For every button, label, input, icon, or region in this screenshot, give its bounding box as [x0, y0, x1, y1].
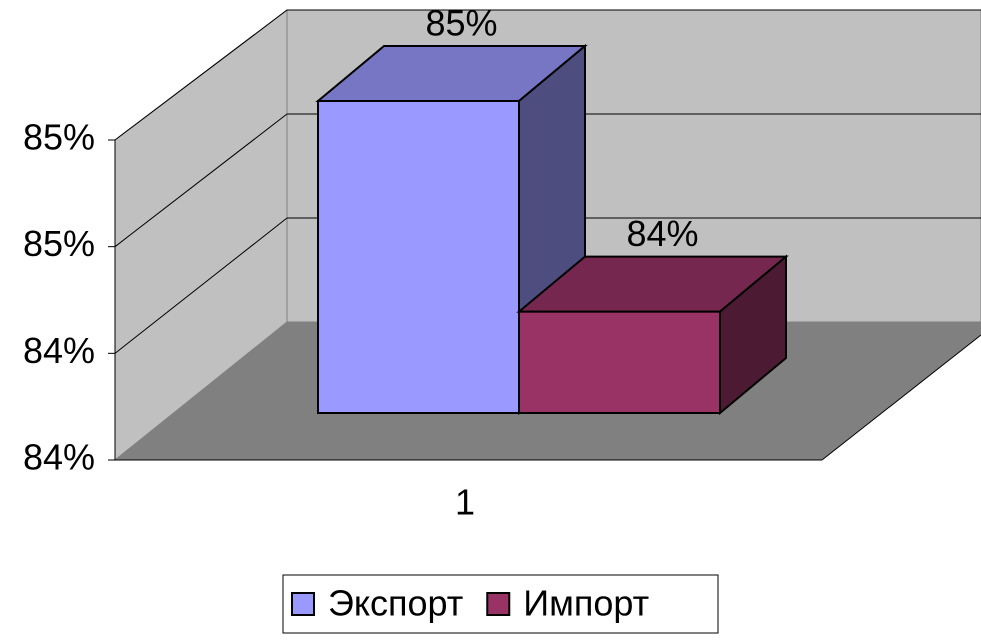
grid-line — [114, 217, 288, 354]
depth-axis — [821, 334, 981, 461]
legend-label: Экспорт — [328, 583, 463, 624]
grid-line — [114, 113, 288, 248]
bar — [518, 310, 721, 414]
legend-label: Импорт — [523, 583, 649, 624]
data-label: 84% — [626, 213, 698, 254]
legend-swatch — [486, 592, 511, 616]
bar — [317, 100, 520, 414]
legend-swatch — [291, 592, 315, 616]
y-tick-label: 84% — [23, 330, 95, 371]
data-label: 85% — [425, 3, 497, 44]
x-tick-label: 1 — [455, 482, 475, 523]
y-tick-label: 84% — [23, 437, 95, 478]
y-tick-label: 85% — [23, 223, 95, 264]
y-tick-label: 85% — [23, 117, 95, 158]
grid-line — [114, 9, 288, 141]
